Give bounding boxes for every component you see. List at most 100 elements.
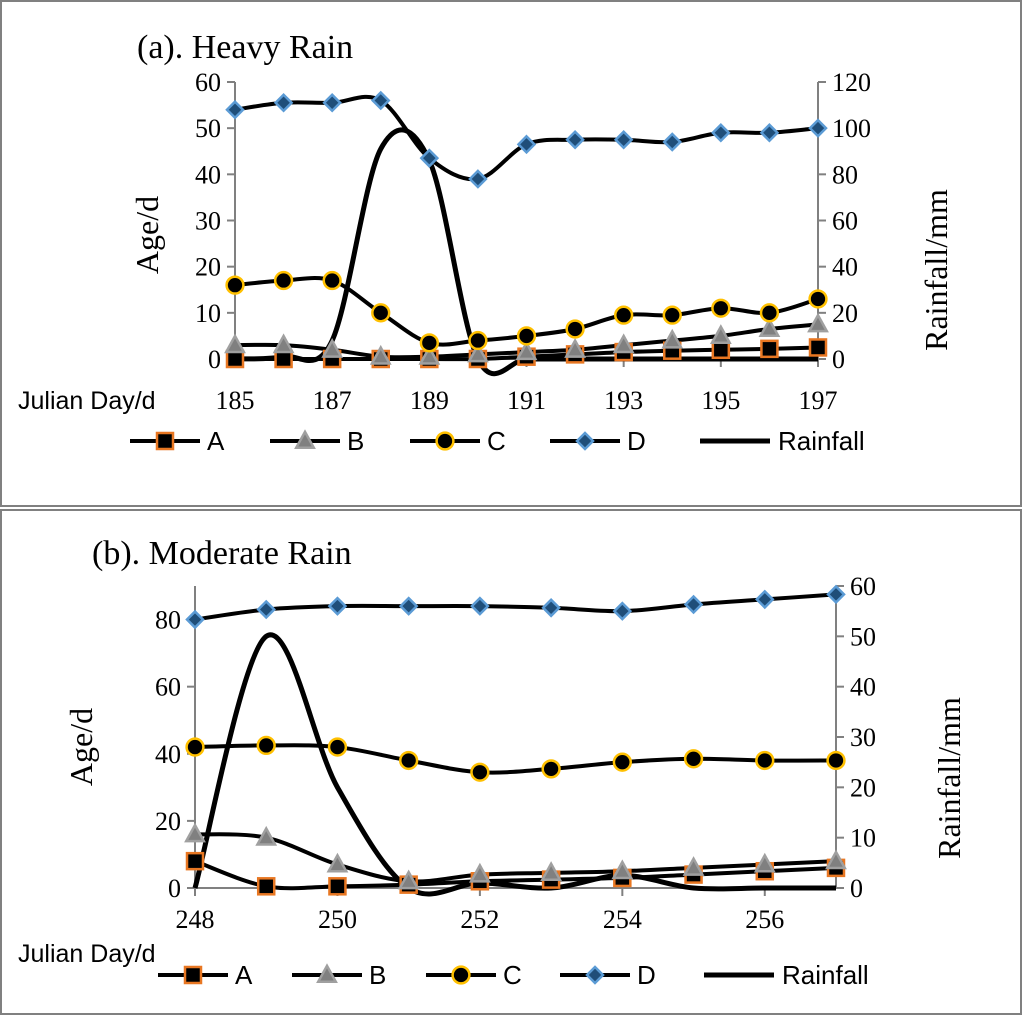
y-tick-label: 0 bbox=[208, 345, 221, 374]
y2-tick-label: 40 bbox=[832, 253, 858, 282]
legend-label: D bbox=[637, 960, 656, 990]
legend-item: B bbox=[270, 426, 364, 456]
data-point-a bbox=[711, 340, 731, 360]
x-tick-label: 193 bbox=[604, 386, 643, 415]
data-point-b bbox=[418, 344, 441, 365]
y2-tick-label: 40 bbox=[850, 673, 876, 702]
series-line-d bbox=[194, 592, 837, 622]
data-point-c bbox=[327, 737, 348, 757]
y-tick-label: 30 bbox=[195, 207, 221, 236]
legend-marker bbox=[575, 431, 595, 451]
data-point-d bbox=[613, 129, 634, 150]
data-point-c bbox=[322, 270, 342, 291]
chart-title: (a). Heavy Rain bbox=[137, 29, 353, 66]
y2-axis-label: Rainfall/mm bbox=[918, 189, 954, 351]
x-axis-label: Julian Day/d bbox=[18, 940, 156, 968]
data-point-d bbox=[662, 132, 683, 152]
y-tick-label: 0 bbox=[168, 874, 181, 903]
x-tick-label: 250 bbox=[318, 905, 357, 934]
panel-moderate-rain: (b). Moderate Rain Age/d Rainfall/mm Jul… bbox=[18, 535, 967, 990]
data-point-b bbox=[682, 856, 705, 876]
panel-b-border bbox=[0, 509, 1022, 1015]
legend-marker bbox=[294, 429, 316, 450]
legend-label: D bbox=[627, 426, 646, 456]
data-point-d bbox=[468, 169, 488, 189]
legend-label: Rainfall bbox=[778, 426, 865, 456]
data-point-d bbox=[541, 598, 561, 618]
data-point-c bbox=[470, 762, 490, 782]
series-line-rainfall bbox=[192, 632, 836, 897]
y-tick-label: 10 bbox=[195, 299, 221, 328]
data-point-c bbox=[759, 303, 780, 323]
y-tick-label: 20 bbox=[155, 807, 181, 836]
data-point-d bbox=[273, 93, 294, 113]
data-point-c bbox=[565, 319, 585, 339]
x-tick-label: 187 bbox=[313, 386, 352, 415]
legend-label: C bbox=[503, 960, 522, 990]
data-point-c bbox=[516, 326, 537, 346]
data-point-d bbox=[683, 594, 704, 615]
data-point-c bbox=[371, 303, 391, 323]
legend-marker bbox=[316, 963, 338, 984]
data-point-d bbox=[612, 601, 633, 621]
data-point-b bbox=[612, 333, 635, 354]
panel-a-border bbox=[0, 0, 1022, 507]
data-point-c bbox=[808, 289, 828, 309]
data-point-b bbox=[661, 328, 684, 349]
y-tick-label: 80 bbox=[155, 606, 181, 635]
data-point-d bbox=[185, 609, 205, 630]
y-axis-label: Age/d bbox=[129, 196, 165, 274]
x-tick-label: 197 bbox=[799, 386, 838, 415]
data-point-d bbox=[419, 148, 440, 168]
data-point-d bbox=[327, 596, 348, 616]
data-point-c bbox=[256, 735, 276, 756]
legend-item: D bbox=[560, 960, 656, 990]
data-point-c bbox=[185, 737, 205, 757]
y2-tick-label: 60 bbox=[850, 572, 876, 601]
y2-tick-label: 120 bbox=[832, 68, 871, 97]
legend-label: A bbox=[235, 960, 253, 990]
data-point-d bbox=[225, 99, 245, 120]
data-point-c bbox=[419, 333, 439, 353]
legend-item: B bbox=[292, 960, 386, 990]
data-point-c bbox=[614, 305, 634, 325]
y2-tick-label: 0 bbox=[832, 345, 845, 374]
x-axis-label: Julian Day/d bbox=[18, 387, 156, 415]
data-point-c bbox=[468, 330, 488, 351]
y-tick-label: 40 bbox=[155, 740, 181, 769]
legend-marker bbox=[451, 965, 471, 985]
x-tick-label: 254 bbox=[603, 905, 642, 934]
data-point-b bbox=[807, 312, 829, 333]
x-tick-label: 189 bbox=[410, 386, 449, 415]
legend-item: Rainfall bbox=[700, 426, 865, 456]
y2-tick-label: 20 bbox=[850, 773, 876, 802]
data-point-b bbox=[255, 825, 278, 846]
data-point-a bbox=[274, 349, 293, 369]
data-point-d bbox=[516, 134, 537, 155]
legend-marker bbox=[183, 965, 203, 985]
data-point-c bbox=[399, 750, 419, 771]
data-point-c bbox=[612, 752, 632, 772]
legend-item: C bbox=[426, 960, 522, 990]
data-point-c bbox=[225, 275, 245, 295]
data-point-b bbox=[540, 861, 563, 881]
series-line-c bbox=[194, 743, 837, 775]
legend-item: C bbox=[410, 426, 506, 456]
y-tick-label: 60 bbox=[155, 673, 181, 702]
data-point-b bbox=[184, 822, 206, 843]
data-point-b bbox=[758, 317, 781, 338]
legend-label: B bbox=[369, 960, 386, 990]
data-point-a bbox=[328, 877, 347, 896]
legend-marker bbox=[585, 965, 605, 985]
data-point-c bbox=[273, 270, 294, 291]
y-tick-label: 50 bbox=[195, 114, 221, 143]
legend-label: C bbox=[487, 426, 506, 456]
y2-tick-label: 0 bbox=[850, 874, 863, 903]
data-point-a bbox=[808, 338, 828, 357]
panel-heavy-rain: (a). Heavy Rain Age/d Rainfall/mm Julian… bbox=[18, 29, 954, 456]
data-point-d bbox=[398, 596, 419, 616]
data-point-a bbox=[225, 349, 245, 369]
x-tick-label: 195 bbox=[701, 386, 740, 415]
data-point-a bbox=[256, 877, 276, 896]
